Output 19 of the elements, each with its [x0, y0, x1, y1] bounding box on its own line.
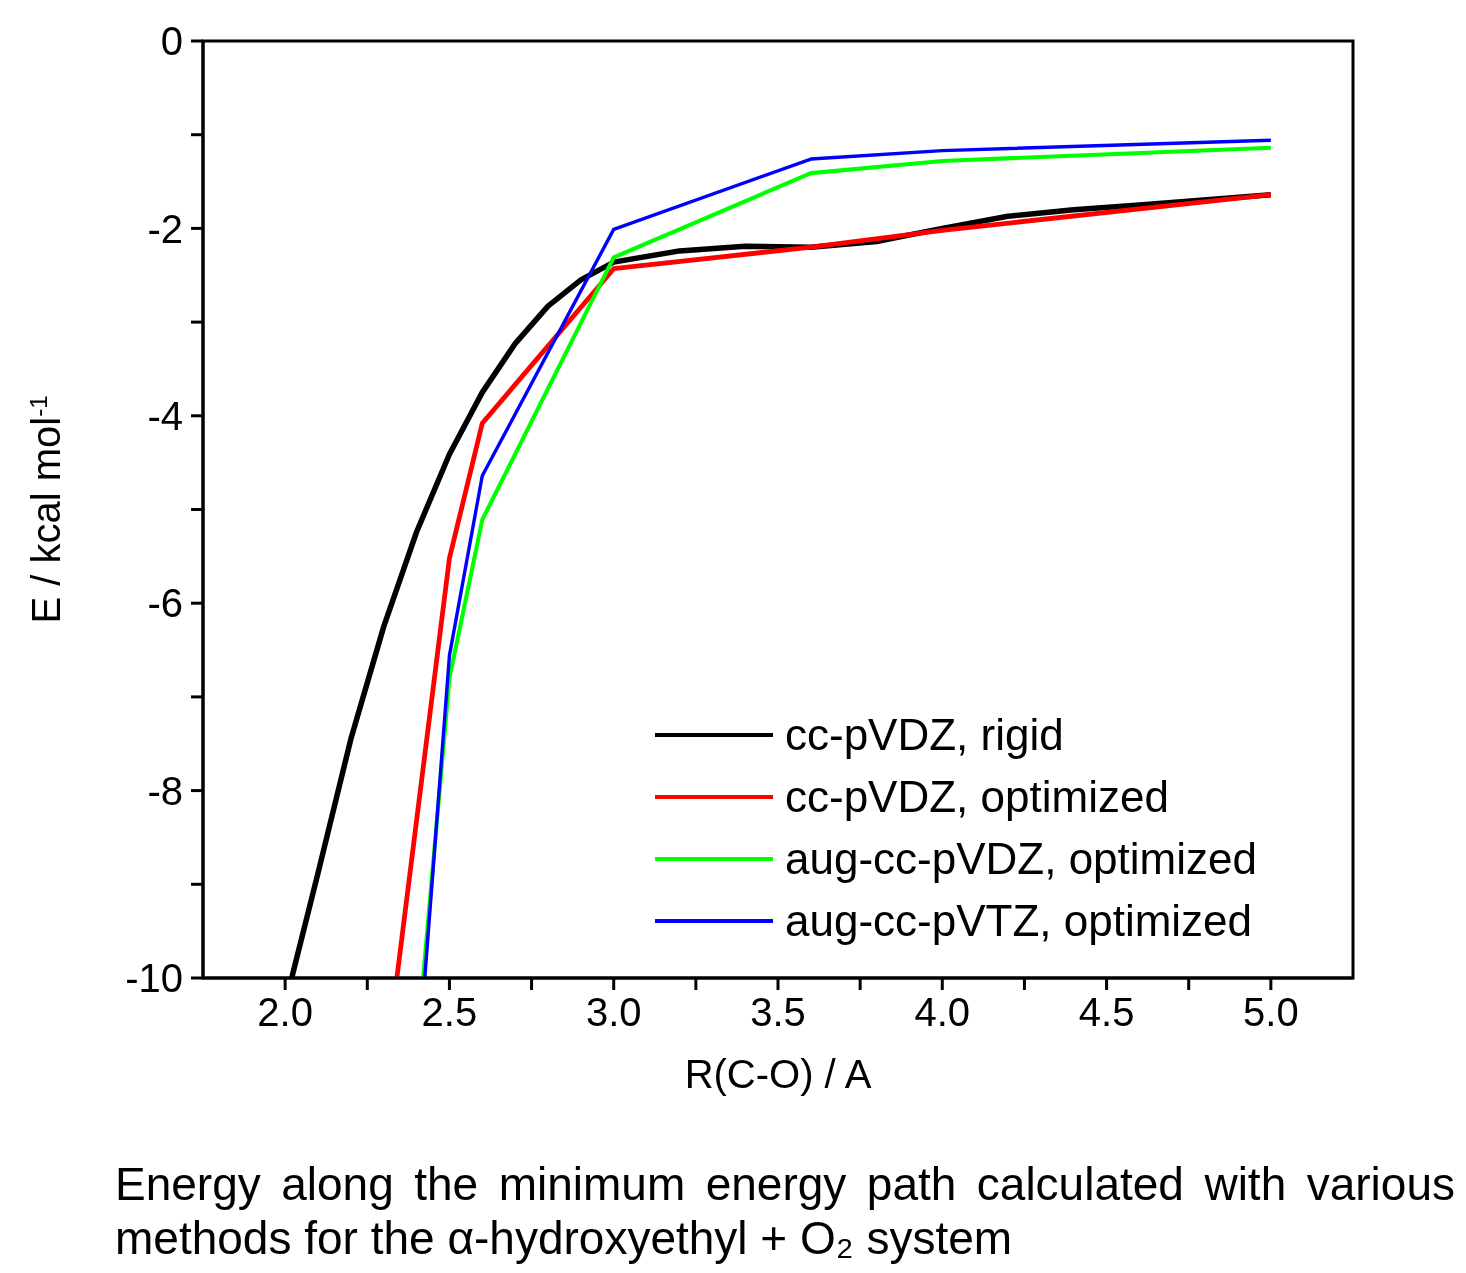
- x-tick-label: 2.5: [421, 990, 478, 1035]
- x-tick-label: 3.5: [750, 990, 806, 1035]
- legend-label: aug-cc-pVTZ, optimized: [785, 895, 1253, 947]
- x-tick-label: 4.5: [1078, 990, 1135, 1035]
- legend-label: aug-cc-pVDZ, optimized: [785, 833, 1257, 885]
- y-tick-label: 0: [160, 19, 183, 64]
- y-tick-label: -8: [147, 768, 183, 813]
- y-tick-label: -4: [147, 394, 183, 438]
- x-tick-label: 2.0: [257, 990, 313, 1035]
- legend-label: cc-pVDZ, optimized: [785, 771, 1169, 823]
- y-tick-label: -10: [125, 956, 183, 1001]
- y-tick-label: -2: [147, 206, 183, 251]
- legend-label: cc-pVDZ, rigid: [785, 709, 1064, 761]
- x-tick-label: 5.0: [1243, 990, 1299, 1035]
- x-tick-label: 3.0: [585, 990, 642, 1035]
- x-axis-title: R(C-O) / A: [684, 1052, 872, 1096]
- y-tick-label: -6: [147, 581, 183, 626]
- text: Energy along the minimum energy path calculated with various methods for the α-hydroxyethyl + O₂ system: [115, 1157, 1455, 1265]
- x-tick-label: 4.0: [914, 990, 971, 1035]
